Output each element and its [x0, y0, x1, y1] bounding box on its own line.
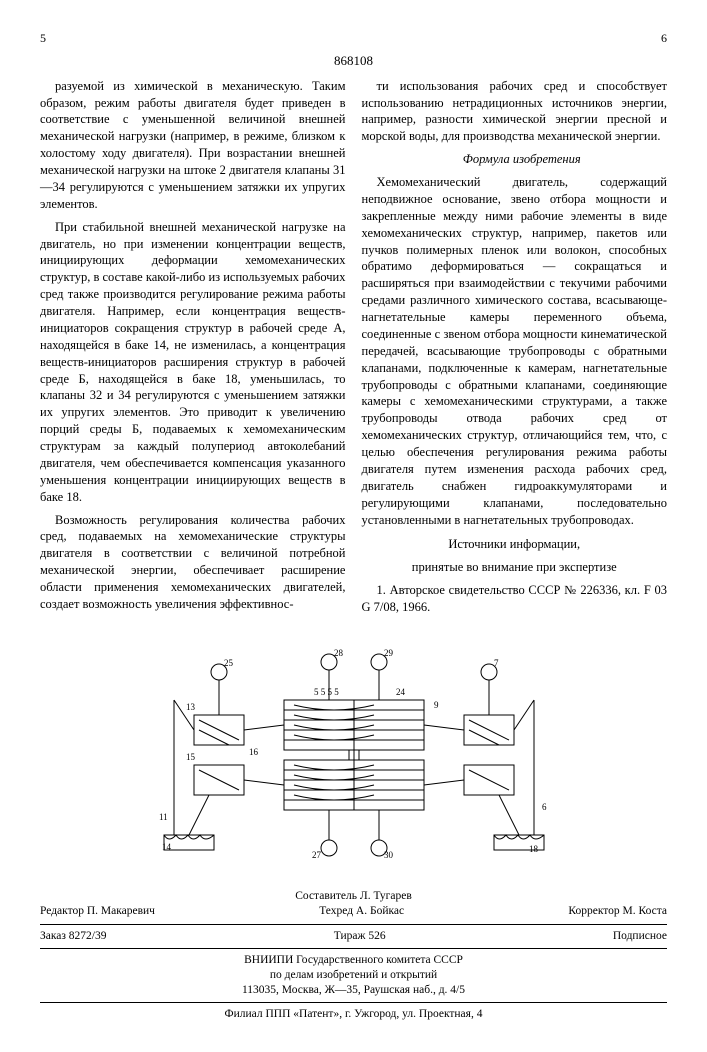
- techred: Техред А. Бойкас: [319, 904, 404, 920]
- para: При стабильной внешней механической нагр…: [40, 219, 346, 506]
- svg-text:11: 11: [159, 812, 168, 822]
- svg-text:15: 15: [186, 752, 196, 762]
- corrector: Корректор М. Коста: [568, 904, 667, 920]
- formula-heading: Формула изобретения: [362, 151, 668, 168]
- source-item: 1. Авторское свидетельство СССР № 226336…: [362, 582, 668, 616]
- editor: Редактор П. Макаревич: [40, 904, 155, 920]
- svg-text:13: 13: [186, 702, 196, 712]
- svg-text:30: 30: [384, 850, 394, 860]
- left-column: разуемой из химической в механическую. Т…: [40, 78, 346, 622]
- sources-sub: принятые во внимание при экспертизе: [362, 559, 668, 576]
- compiler: Составитель Л. Тугарев: [40, 889, 667, 905]
- svg-text:28: 28: [334, 648, 344, 658]
- filial: Филиал ППП «Патент», г. Ужгород, ул. Про…: [40, 1007, 667, 1022]
- svg-text:29: 29: [384, 648, 394, 658]
- svg-text:27: 27: [312, 850, 322, 860]
- para: Возможность регулирования количества раб…: [40, 512, 346, 613]
- svg-text:25: 25: [224, 658, 234, 668]
- sources-heading: Источники информации,: [362, 536, 668, 553]
- figure-diagram: 5 5 5 5 24 9 25 28 29 7 13 14 15 16 11 2…: [40, 640, 667, 875]
- org-line: ВНИИПИ Государственного комитета СССР: [40, 953, 667, 968]
- tirazh: Тираж 526: [334, 929, 386, 945]
- podpisnoe: Подписное: [613, 929, 667, 945]
- para: ти использования рабочих сред и способст…: [362, 78, 668, 146]
- claim-para: Хемомеханический двигатель, содержащий н…: [362, 174, 668, 528]
- patent-number: 868108: [40, 52, 667, 70]
- svg-text:14: 14: [162, 842, 172, 852]
- text-columns: разуемой из химической в механическую. Т…: [40, 78, 667, 622]
- credits-block: Составитель Л. Тугарев Редактор П. Макар…: [40, 889, 667, 1022]
- svg-text:6: 6: [542, 802, 547, 812]
- left-page-num: 5: [40, 30, 46, 46]
- svg-text:16: 16: [249, 747, 259, 757]
- svg-text:5 5 5 5: 5 5 5 5: [314, 687, 339, 697]
- org-line: 113035, Москва, Ж—35, Раушская наб., д. …: [40, 983, 667, 998]
- order: Заказ 8272/39: [40, 929, 107, 945]
- svg-text:7: 7: [494, 658, 499, 668]
- right-column: ти использования рабочих сред и способст…: [362, 78, 668, 622]
- org-line: по делам изобретений и открытий: [40, 968, 667, 983]
- para: разуемой из химической в механическую. Т…: [40, 78, 346, 213]
- svg-text:9: 9: [434, 700, 439, 710]
- right-page-num: 6: [661, 30, 667, 46]
- svg-text:24: 24: [396, 687, 406, 697]
- svg-text:18: 18: [529, 844, 539, 854]
